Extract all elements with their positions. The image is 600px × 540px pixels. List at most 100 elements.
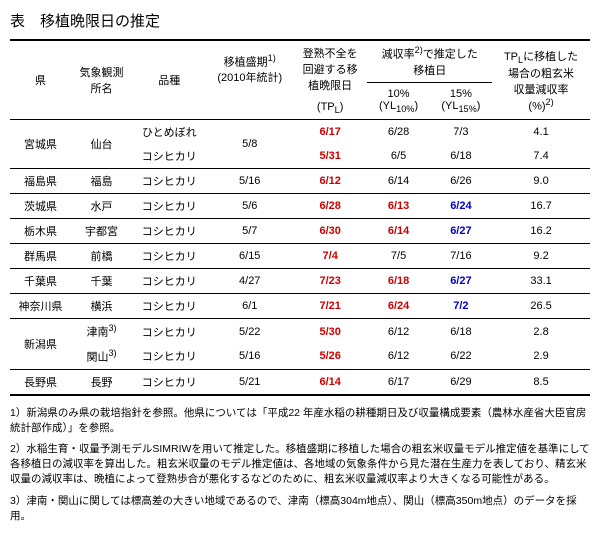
- cell-15: 6/22: [430, 344, 492, 369]
- cell-limit: 5/31: [293, 144, 367, 169]
- cell-loss: 2.8: [492, 319, 590, 344]
- cell-10: 6/14: [367, 169, 429, 194]
- th-pref: 県: [10, 40, 71, 120]
- cell-10: 6/12: [367, 319, 429, 344]
- cell-station: 津南3): [71, 319, 132, 344]
- cell-variety: コシヒカリ: [132, 219, 206, 244]
- cell-peak: 5/6: [207, 194, 293, 219]
- cell-10: 7/5: [367, 244, 429, 269]
- cell-variety: コシヒカリ: [132, 244, 206, 269]
- cell-loss: 26.5: [492, 294, 590, 319]
- cell-10: 6/28: [367, 120, 429, 145]
- th-10: 10%(YL10%): [367, 82, 429, 120]
- cell-10: 6/14: [367, 219, 429, 244]
- cell-station: 千葉: [71, 269, 132, 294]
- cell-variety: コシヒカリ: [132, 369, 206, 395]
- cell-10: 6/13: [367, 194, 429, 219]
- cell-limit: 6/28: [293, 194, 367, 219]
- cell-limit: 5/30: [293, 319, 367, 344]
- cell-10: 6/24: [367, 294, 429, 319]
- cell-peak: 6/1: [207, 294, 293, 319]
- cell-loss: 16.2: [492, 219, 590, 244]
- cell-10: 6/18: [367, 269, 429, 294]
- cell-loss: 33.1: [492, 269, 590, 294]
- th-station: 気象観測 所名: [71, 40, 132, 120]
- cell-variety: コシヒカリ: [132, 294, 206, 319]
- cell-station: 前橋: [71, 244, 132, 269]
- cell-pref: 群馬県: [10, 244, 71, 269]
- cell-limit: 6/30: [293, 219, 367, 244]
- data-table: 県 気象観測 所名 品種 移植盛期1)(2010年統計) 登熟不全を 回避する移…: [10, 39, 590, 396]
- cell-15: 6/18: [430, 319, 492, 344]
- th-15: 15%(YL15%): [430, 82, 492, 120]
- cell-variety: コシヒカリ: [132, 269, 206, 294]
- cell-peak: 5/21: [207, 369, 293, 395]
- cell-15: 6/27: [430, 219, 492, 244]
- cell-limit: 6/14: [293, 369, 367, 395]
- cell-peak: 4/27: [207, 269, 293, 294]
- cell-variety: ひとめぼれ: [132, 120, 206, 145]
- cell-station: 横浜: [71, 294, 132, 319]
- cell-limit: 7/21: [293, 294, 367, 319]
- cell-limit: 6/17: [293, 120, 367, 145]
- cell-limit: 5/26: [293, 344, 367, 369]
- cell-limit: 7/23: [293, 269, 367, 294]
- cell-peak: 5/7: [207, 219, 293, 244]
- footnotes: 1）新潟県のみ県の栽培指針を参照。他県については「平成22 年産水稲の耕種期日及…: [10, 406, 590, 525]
- cell-pref: 長野県: [10, 369, 71, 395]
- cell-loss: 9.0: [492, 169, 590, 194]
- th-yieldloss: 減収率2)で推定した 移植日: [367, 40, 492, 82]
- cell-limit: 7/4: [293, 244, 367, 269]
- cell-pref: 千葉県: [10, 269, 71, 294]
- cell-station: 宇都宮: [71, 219, 132, 244]
- cell-loss: 7.4: [492, 144, 590, 169]
- cell-15: 6/26: [430, 169, 492, 194]
- cell-loss: 8.5: [492, 369, 590, 395]
- cell-station: 関山3): [71, 344, 132, 369]
- cell-15: 6/29: [430, 369, 492, 395]
- cell-station: 仙台: [71, 120, 132, 169]
- table-title: 表 移植晩限日の推定: [10, 10, 590, 31]
- cell-peak: 5/8: [207, 120, 293, 169]
- cell-loss: 2.9: [492, 344, 590, 369]
- cell-pref: 神奈川県: [10, 294, 71, 319]
- cell-limit: 6/12: [293, 169, 367, 194]
- cell-variety: コシヒカリ: [132, 169, 206, 194]
- cell-pref: 宮城県: [10, 120, 71, 169]
- cell-variety: コシヒカリ: [132, 194, 206, 219]
- th-tpl-sub: (TPL): [293, 97, 367, 120]
- cell-15: 6/24: [430, 194, 492, 219]
- cell-10: 6/12: [367, 344, 429, 369]
- cell-peak: 6/15: [207, 244, 293, 269]
- cell-15: 7/16: [430, 244, 492, 269]
- th-limit: 登熟不全を 回避する移 植晩限日: [293, 40, 367, 97]
- cell-peak: 5/16: [207, 169, 293, 194]
- cell-peak: 5/16: [207, 344, 293, 369]
- cell-pref: 新潟県: [10, 319, 71, 369]
- cell-10: 6/17: [367, 369, 429, 395]
- th-peak: 移植盛期1)(2010年統計): [207, 40, 293, 97]
- cell-station: 福島: [71, 169, 132, 194]
- cell-loss: 9.2: [492, 244, 590, 269]
- cell-pref: 栃木県: [10, 219, 71, 244]
- cell-variety: コシヒカリ: [132, 144, 206, 169]
- cell-15: 7/2: [430, 294, 492, 319]
- cell-station: 水戸: [71, 194, 132, 219]
- cell-15: 6/27: [430, 269, 492, 294]
- th-tpl: TPLに移植した 場合の粗玄米 収量減収率 (%)2): [492, 40, 590, 120]
- footnote-2: 2）水稲生育・収量予測モデルSIMRIWを用いて推定した。移植盛期に移植した場合…: [10, 442, 590, 488]
- cell-variety: コシヒカリ: [132, 344, 206, 369]
- footnote-1: 1）新潟県のみ県の栽培指針を参照。他県については「平成22 年産水稲の耕種期日及…: [10, 406, 590, 436]
- cell-15: 7/3: [430, 120, 492, 145]
- th-variety: 品種: [132, 40, 206, 120]
- cell-station: 長野: [71, 369, 132, 395]
- cell-loss: 16.7: [492, 194, 590, 219]
- cell-10: 6/5: [367, 144, 429, 169]
- cell-peak: 5/22: [207, 319, 293, 344]
- cell-15: 6/18: [430, 144, 492, 169]
- footnote-3: 3）津南・関山に関しては標高差の大きい地域であるので、津南（標高304m地点）、…: [10, 494, 590, 524]
- cell-loss: 4.1: [492, 120, 590, 145]
- cell-variety: コシヒカリ: [132, 319, 206, 344]
- cell-pref: 茨城県: [10, 194, 71, 219]
- cell-pref: 福島県: [10, 169, 71, 194]
